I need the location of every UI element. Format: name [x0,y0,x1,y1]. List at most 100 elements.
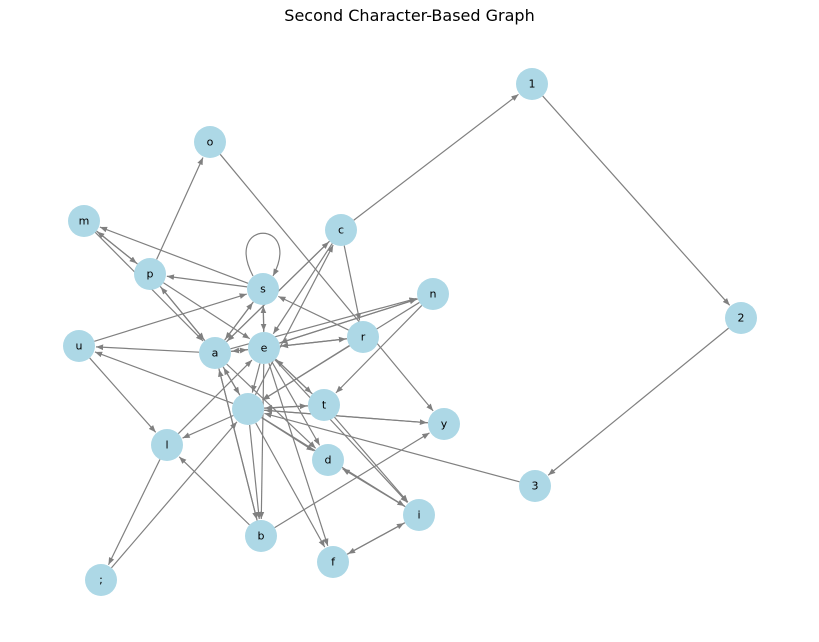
node-m-circle [68,205,100,237]
edge-l-semi [107,459,161,565]
node-space [232,393,264,425]
node-r-label: r [361,331,366,344]
node-e-circle [248,332,280,364]
edge-3-space [264,412,520,483]
edge-m-p [96,230,138,264]
node-s-circle [247,273,279,305]
node-r: r [347,321,379,353]
node-c-circle [325,214,357,246]
edge-semi-space [110,421,238,569]
edge-space-y [263,409,428,426]
edge-t-i [334,416,409,503]
node-o-circle [194,126,226,158]
edge-e-a [231,347,249,354]
node-semi-circle [85,564,117,596]
edge-space-a [223,367,241,396]
node-f-circle [317,546,349,578]
node-b-circle [245,520,277,552]
node-o: o [194,126,226,158]
edge-o-y [219,153,434,412]
edge-r-s [278,295,349,331]
node-e-label: e [261,342,268,355]
node-b: b [245,520,277,552]
edge-b-y [274,432,430,529]
node-u-label: u [76,340,83,353]
edges-layer [89,93,731,569]
node-l: l [151,429,183,461]
node-f: f [317,546,349,578]
node-1-label: 1 [529,78,536,91]
node-i: i [403,499,435,531]
edge-s-p [166,274,248,288]
edge-e-f [268,363,329,547]
node-i-circle [403,499,435,531]
nodes-layer: 1 2 3 o m c p s n u r a e t y l d i b f; [63,68,757,596]
node-p-circle [134,258,166,290]
node-d: d [312,444,344,476]
node-p-label: p [147,268,154,281]
node-b-label: b [258,530,265,543]
node-3-circle [519,470,551,502]
edge-e-r [279,336,347,347]
node-t-label: t [322,399,327,412]
edge-s-m [99,226,249,284]
edge-f-i [346,522,405,555]
edge-r-space [262,344,350,401]
node-u: u [63,330,95,362]
edge-s-a [224,301,254,340]
node-semi-label: ; [99,574,103,587]
node-c: c [325,214,357,246]
edge-u-l [89,357,157,433]
edge-c-1 [353,93,519,221]
edge-e-i [274,359,408,503]
edge-b-a [218,369,258,521]
edge-l-e [177,359,253,435]
graph-title: Second Character-Based Graph [284,6,535,25]
edge-u-s [94,293,247,342]
node-y-circle [428,408,460,440]
edge-e-space [251,363,261,393]
edge-s-s [245,232,281,277]
node-r-circle [347,321,379,353]
node-2-circle [725,302,757,334]
node-e: e [248,332,280,364]
edge-c-e [272,243,333,335]
node-1-circle [516,68,548,100]
node-a-label: a [212,347,219,360]
edge-a-u [95,344,200,353]
node-y-label: y [441,418,448,431]
edge-space-c [254,244,334,396]
edge-space-l [182,414,234,439]
node-m: m [68,205,100,237]
edge-2-3 [547,327,729,476]
node-n-circle [417,278,449,310]
node-p: p [134,258,166,290]
node-y: y [428,408,460,440]
edge-c-r [343,245,361,321]
node-f-label: f [331,556,336,569]
node-1: 1 [516,68,548,100]
edge-t-space [264,404,309,411]
node-3: 3 [519,470,551,502]
node-u-circle [63,330,95,362]
node-m-label: m [79,215,90,228]
node-a-circle [199,337,231,369]
node-c-label: c [338,224,344,237]
node-d-label: d [325,454,332,467]
edge-space-b [249,424,262,520]
node-2: 2 [725,302,757,334]
edge-1-2 [542,95,731,306]
node-l-circle [151,429,183,461]
edge-b-l [178,456,250,526]
node-l-label: l [165,439,168,452]
edge-t-e [275,359,313,395]
node-n-label: n [430,288,437,301]
node-i-label: i [417,509,420,522]
node-t-circle [308,389,340,421]
node-3-label: 3 [532,480,539,493]
node-d-circle [312,444,344,476]
node-a: a [199,337,231,369]
edge-n-e [280,298,418,344]
node-2-label: 2 [738,312,745,325]
